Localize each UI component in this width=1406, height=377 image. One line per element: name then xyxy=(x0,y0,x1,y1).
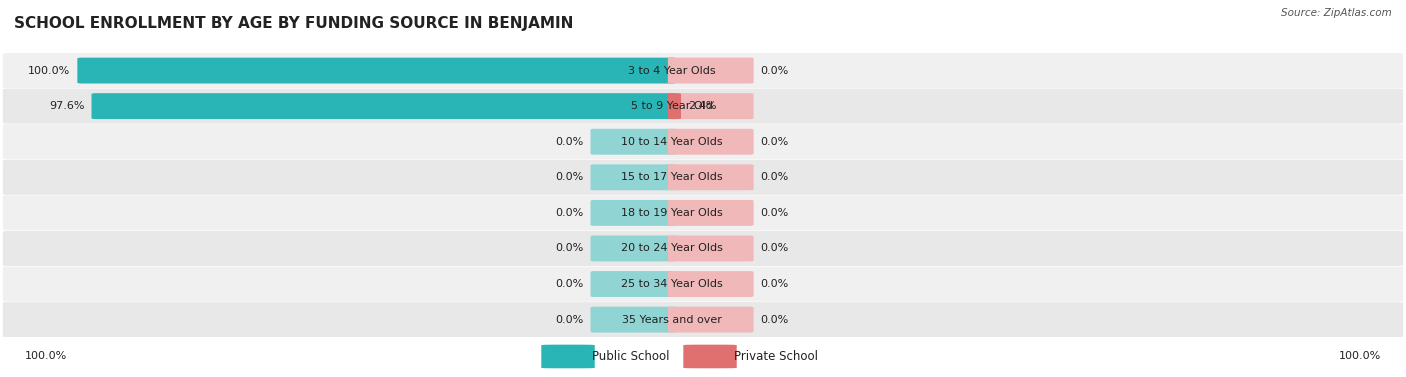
Text: 18 to 19 Year Olds: 18 to 19 Year Olds xyxy=(621,208,723,218)
FancyBboxPatch shape xyxy=(3,160,1403,195)
Text: 20 to 24 Year Olds: 20 to 24 Year Olds xyxy=(621,244,723,253)
Text: 15 to 17 Year Olds: 15 to 17 Year Olds xyxy=(621,172,723,182)
Text: 25 to 34 Year Olds: 25 to 34 Year Olds xyxy=(621,279,723,289)
Text: 10 to 14 Year Olds: 10 to 14 Year Olds xyxy=(621,137,723,147)
Text: 0.0%: 0.0% xyxy=(761,244,789,253)
Text: 0.0%: 0.0% xyxy=(761,172,789,182)
Text: Source: ZipAtlas.com: Source: ZipAtlas.com xyxy=(1281,8,1392,18)
FancyBboxPatch shape xyxy=(591,271,676,297)
Text: 5 to 9 Year Old: 5 to 9 Year Old xyxy=(631,101,713,111)
Text: 0.0%: 0.0% xyxy=(761,137,789,147)
FancyBboxPatch shape xyxy=(3,195,1403,230)
FancyBboxPatch shape xyxy=(668,93,754,119)
FancyBboxPatch shape xyxy=(591,164,676,190)
FancyBboxPatch shape xyxy=(3,53,1403,88)
FancyBboxPatch shape xyxy=(668,129,754,155)
FancyBboxPatch shape xyxy=(77,58,676,84)
FancyBboxPatch shape xyxy=(3,124,1403,159)
Text: 3 to 4 Year Olds: 3 to 4 Year Olds xyxy=(628,66,716,75)
FancyBboxPatch shape xyxy=(3,267,1403,302)
FancyBboxPatch shape xyxy=(591,200,676,226)
Text: 97.6%: 97.6% xyxy=(49,101,84,111)
FancyBboxPatch shape xyxy=(668,200,754,226)
Text: 35 Years and over: 35 Years and over xyxy=(621,315,723,325)
Text: 2.4%: 2.4% xyxy=(688,101,717,111)
FancyBboxPatch shape xyxy=(591,307,676,333)
FancyBboxPatch shape xyxy=(591,236,676,261)
Text: 0.0%: 0.0% xyxy=(761,315,789,325)
FancyBboxPatch shape xyxy=(668,236,754,261)
Text: 0.0%: 0.0% xyxy=(761,208,789,218)
Text: SCHOOL ENROLLMENT BY AGE BY FUNDING SOURCE IN BENJAMIN: SCHOOL ENROLLMENT BY AGE BY FUNDING SOUR… xyxy=(14,16,574,31)
Text: Public School: Public School xyxy=(592,350,669,363)
Text: 100.0%: 100.0% xyxy=(1339,351,1381,361)
FancyBboxPatch shape xyxy=(668,58,754,84)
FancyBboxPatch shape xyxy=(591,129,676,155)
FancyBboxPatch shape xyxy=(683,345,737,368)
Text: 0.0%: 0.0% xyxy=(555,208,583,218)
Text: 0.0%: 0.0% xyxy=(761,66,789,75)
FancyBboxPatch shape xyxy=(3,302,1403,337)
Text: 0.0%: 0.0% xyxy=(555,137,583,147)
FancyBboxPatch shape xyxy=(668,271,754,297)
FancyBboxPatch shape xyxy=(541,345,595,368)
Text: 100.0%: 100.0% xyxy=(25,351,67,361)
Text: 0.0%: 0.0% xyxy=(555,244,583,253)
Text: 0.0%: 0.0% xyxy=(555,279,583,289)
Text: 0.0%: 0.0% xyxy=(555,172,583,182)
FancyBboxPatch shape xyxy=(668,93,681,119)
FancyBboxPatch shape xyxy=(668,164,754,190)
Text: 0.0%: 0.0% xyxy=(761,279,789,289)
FancyBboxPatch shape xyxy=(668,307,754,333)
FancyBboxPatch shape xyxy=(3,89,1403,124)
Text: Private School: Private School xyxy=(734,350,818,363)
Text: 0.0%: 0.0% xyxy=(555,315,583,325)
Text: 100.0%: 100.0% xyxy=(28,66,70,75)
FancyBboxPatch shape xyxy=(3,231,1403,266)
FancyBboxPatch shape xyxy=(91,93,676,119)
